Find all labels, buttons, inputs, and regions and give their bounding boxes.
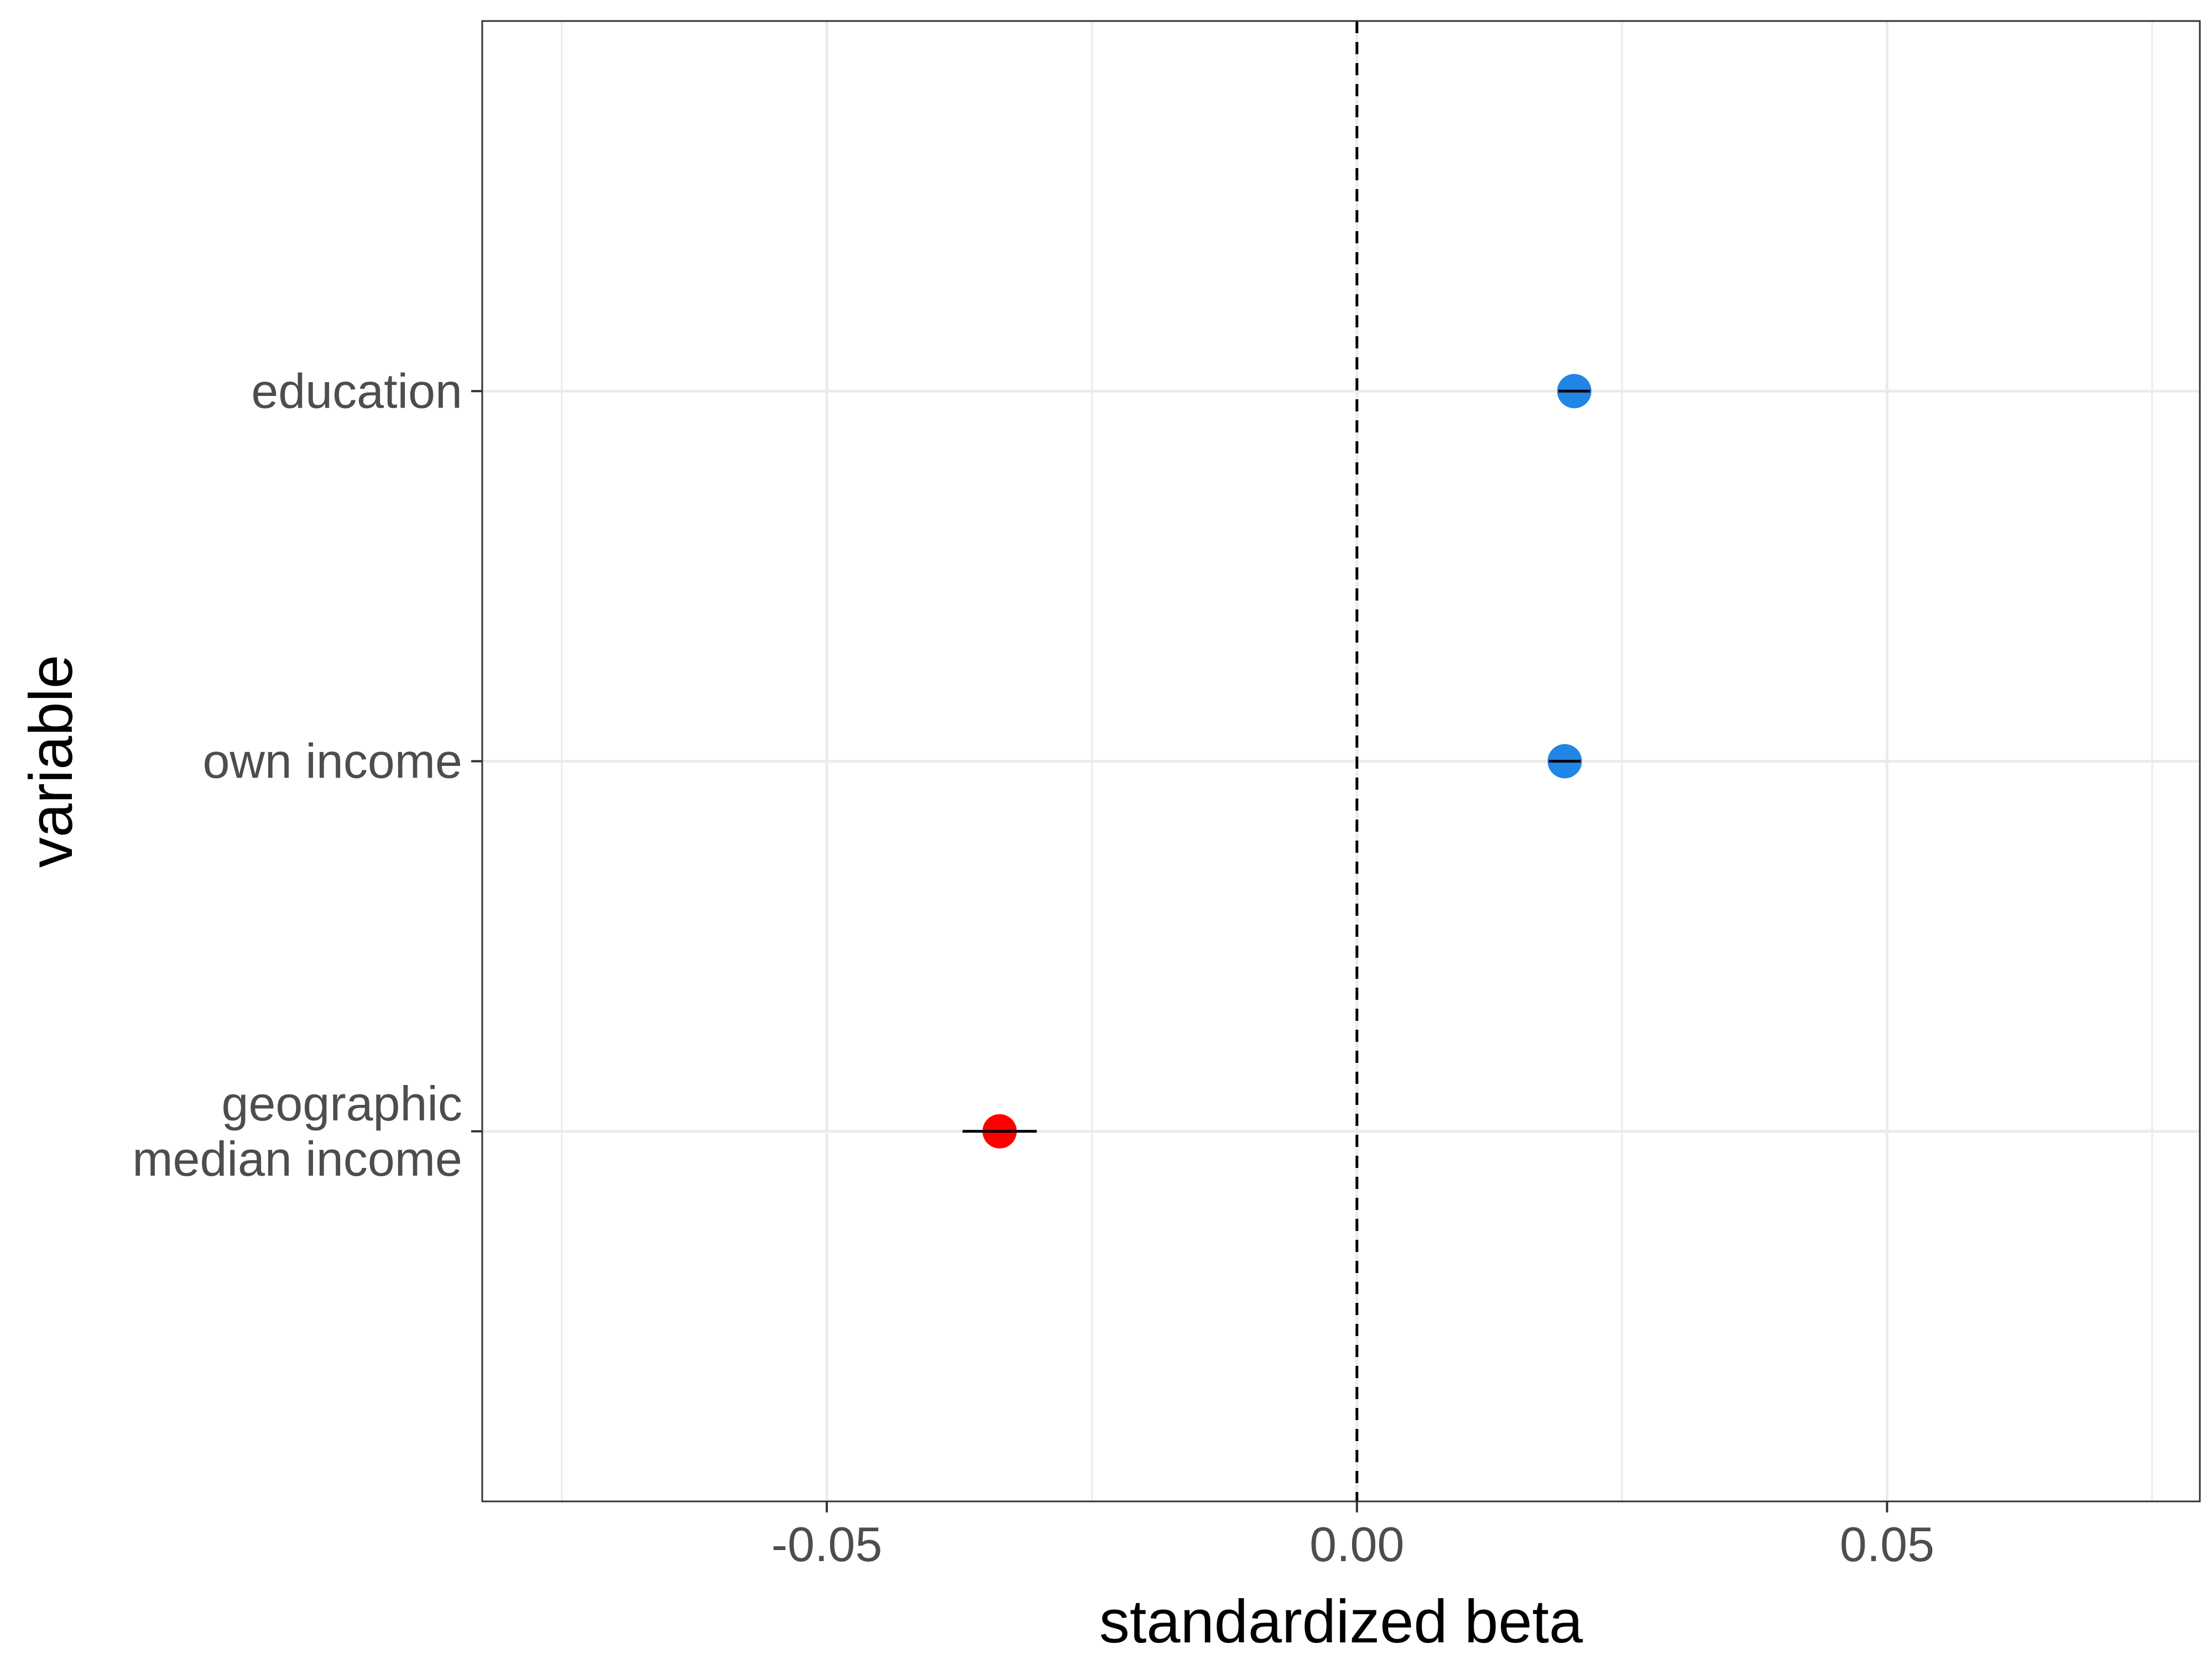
y-tick-label: own income — [202, 734, 462, 789]
tick-labels-layer: -0.05 0.00 0.05 education own income geograph… — [132, 363, 1934, 1572]
grid-layer — [482, 21, 2200, 1501]
x-tick-label: 0.00 — [1310, 1517, 1404, 1572]
ticks-layer — [471, 390, 1888, 1512]
x-tick-label: 0.05 — [1840, 1517, 1934, 1572]
y-axis-title: variable — [17, 655, 85, 868]
y-tick-label: education — [251, 363, 462, 418]
x-axis-title: standardized beta — [1099, 1588, 1583, 1656]
y-tick-label: median income — [132, 1131, 462, 1186]
y-tick-label: geographic — [222, 1076, 462, 1131]
points-layer — [962, 374, 1592, 1149]
x-tick-label: -0.05 — [771, 1517, 883, 1572]
